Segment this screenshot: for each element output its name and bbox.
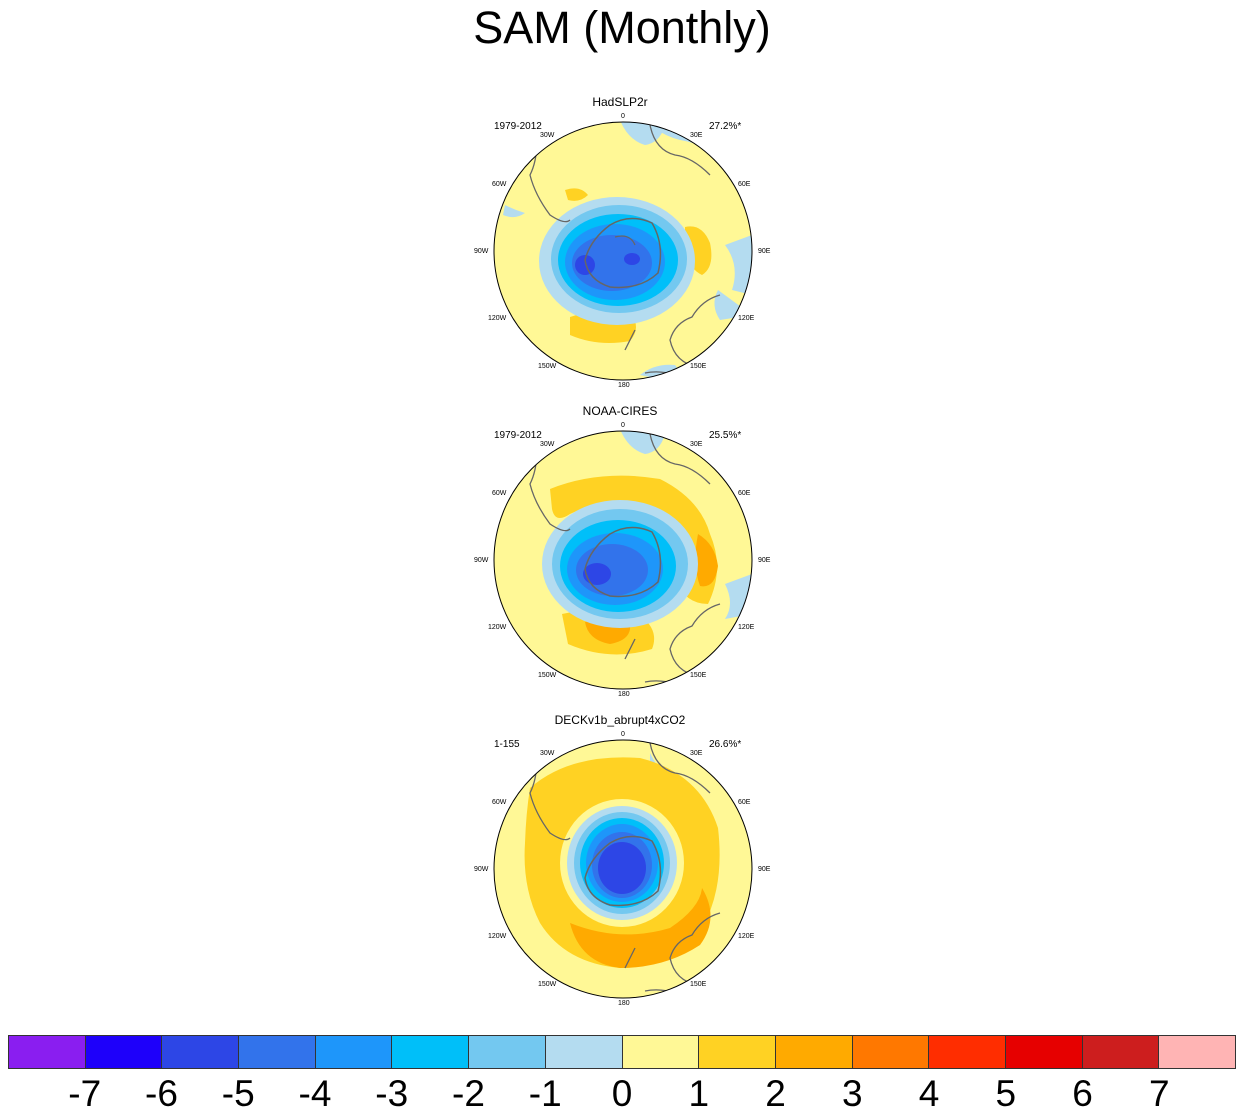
lon-label-120e: 120E — [738, 315, 755, 322]
colorbar-tick-label: 3 — [841, 1073, 863, 1114]
panel-variance-percent: 27.2%* — [709, 121, 742, 132]
colorbar-tick-label: 1 — [688, 1073, 710, 1114]
panel-variance-percent: 26.6%* — [709, 739, 742, 750]
lon-label-150w: 150W — [538, 981, 557, 988]
colorbar-tick-label: -1 — [528, 1073, 562, 1114]
colorbar-box — [8, 1035, 85, 1069]
lon-label-180: 180 — [618, 1000, 630, 1007]
lon-label-90w: 90W — [474, 557, 489, 564]
colorbar-tick-label: 7 — [1148, 1073, 1170, 1114]
figure-title: SAM (Monthly) — [473, 2, 771, 53]
panel-period: 1979-2012 — [494, 121, 542, 132]
lon-label-60e: 60E — [738, 799, 751, 806]
lon-label-60w: 60W — [492, 181, 507, 188]
lon-label-30w: 30W — [540, 750, 555, 757]
lon-label-0: 0 — [621, 422, 625, 429]
colorbar-box — [161, 1035, 239, 1069]
colorbar-tick-label: 2 — [765, 1073, 786, 1114]
lon-label-180: 180 — [618, 382, 630, 389]
lon-label-30e: 30E — [690, 441, 703, 448]
lon-label-0: 0 — [621, 113, 625, 120]
colorbar-tick-label: -7 — [68, 1073, 102, 1114]
panel-title: DECKv1b_abrupt4xCO2 — [554, 713, 686, 727]
lon-label-30w: 30W — [540, 132, 555, 139]
panel-period: 1979-2012 — [494, 430, 542, 441]
lon-label-120e: 120E — [738, 624, 755, 631]
lon-label-120e: 120E — [738, 933, 755, 940]
colorbar-box — [314, 1035, 392, 1069]
panel-period: 1-155 — [494, 739, 520, 750]
colorbar-box — [698, 1035, 775, 1069]
colorbar-tick-label: -2 — [452, 1073, 485, 1114]
lon-label-180: 180 — [618, 691, 630, 698]
lon-label-90e: 90E — [758, 248, 771, 255]
colorbar-box — [1158, 1035, 1236, 1069]
lon-label-120w: 120W — [488, 933, 507, 940]
lon-label-90e: 90E — [758, 557, 771, 564]
lon-label-150e: 150E — [690, 672, 707, 679]
polar-map — [493, 121, 753, 381]
lon-label-90e: 90E — [758, 866, 771, 873]
lon-label-90w: 90W — [474, 866, 489, 873]
lon-label-30e: 30E — [690, 132, 703, 139]
colorbar-tick-label: -6 — [145, 1073, 178, 1114]
colorbar — [8, 1035, 1236, 1069]
lon-label-150w: 150W — [538, 672, 557, 679]
colorbar-box — [544, 1035, 622, 1069]
lon-label-30w: 30W — [540, 441, 555, 448]
colorbar-box — [774, 1035, 852, 1069]
map-panel-hadslp2r: HadSLP2r 1979-2012 27.2%* — [470, 95, 770, 395]
colorbar-box — [84, 1035, 162, 1069]
colorbar-box — [1004, 1035, 1082, 1069]
colorbar-tick-label: -5 — [221, 1073, 255, 1114]
colorbar-box — [621, 1035, 699, 1069]
lon-label-60w: 60W — [492, 799, 507, 806]
colorbar-tick-label: 4 — [918, 1073, 940, 1114]
lon-label-60e: 60E — [738, 181, 751, 188]
lon-label-120w: 120W — [488, 315, 507, 322]
lon-label-60w: 60W — [492, 490, 507, 497]
polar-map — [493, 430, 753, 690]
colorbar-tick-label: -3 — [375, 1073, 409, 1114]
panel-title: NOAA-CIRES — [582, 404, 658, 418]
lon-label-150w: 150W — [538, 363, 557, 370]
lon-label-90w: 90W — [474, 248, 489, 255]
polar-map — [493, 739, 753, 999]
panel-title: HadSLP2r — [592, 95, 648, 109]
panel-variance-percent: 25.5%* — [709, 430, 742, 441]
colorbar-box — [238, 1035, 315, 1069]
colorbar-tick-label: -4 — [298, 1073, 332, 1114]
colorbar-tick-label: 6 — [1072, 1073, 1093, 1114]
map-panel-noaa-cires: NOAA-CIRES 1979-2012 25.5%* 0 30E — [470, 404, 770, 704]
colorbar-tick-label: 5 — [995, 1073, 1017, 1114]
colorbar-box — [1081, 1035, 1159, 1069]
lon-label-150e: 150E — [690, 363, 707, 370]
colorbar-tick-label: 0 — [611, 1073, 633, 1114]
lon-label-0: 0 — [621, 731, 625, 738]
colorbar-box — [468, 1035, 545, 1069]
colorbar-box — [391, 1035, 469, 1069]
lon-label-120w: 120W — [488, 624, 507, 631]
lon-label-30e: 30E — [690, 750, 703, 757]
lon-label-150e: 150E — [690, 981, 707, 988]
colorbar-box — [928, 1035, 1005, 1069]
map-panel-deckv1b-abrupt4xco2: DECKv1b_abrupt4xCO2 1-155 26.6%* 0 30E 6… — [470, 713, 770, 1013]
colorbar-box — [851, 1035, 929, 1069]
lon-label-60e: 60E — [738, 490, 751, 497]
